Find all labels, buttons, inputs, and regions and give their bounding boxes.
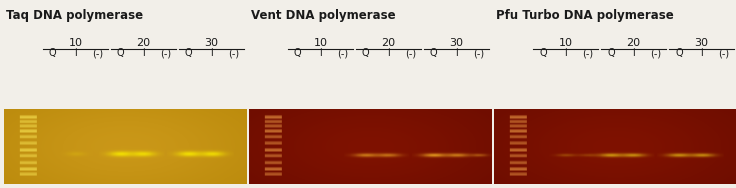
Text: (-): (-) — [160, 48, 171, 58]
Text: Q: Q — [294, 48, 302, 58]
Text: 20: 20 — [381, 38, 395, 48]
Text: Q: Q — [539, 48, 547, 58]
Text: (-): (-) — [651, 48, 662, 58]
Text: (-): (-) — [718, 48, 730, 58]
Text: i: i — [455, 48, 458, 58]
Text: (-): (-) — [473, 48, 485, 58]
Text: i: i — [142, 48, 145, 58]
Text: 20: 20 — [136, 38, 150, 48]
Text: Q: Q — [49, 48, 57, 58]
Text: 30: 30 — [450, 38, 464, 48]
Text: 10: 10 — [314, 38, 328, 48]
Text: Q: Q — [675, 48, 683, 58]
Text: Q: Q — [430, 48, 438, 58]
Text: Taq DNA polymerase: Taq DNA polymerase — [6, 9, 144, 22]
Text: 30: 30 — [205, 38, 219, 48]
Text: Vent DNA polymerase: Vent DNA polymerase — [251, 9, 396, 22]
Text: (-): (-) — [93, 48, 104, 58]
Text: i: i — [210, 48, 213, 58]
Text: i: i — [564, 48, 567, 58]
Text: (-): (-) — [583, 48, 594, 58]
Text: (-): (-) — [228, 48, 240, 58]
Text: (-): (-) — [406, 48, 417, 58]
Text: Q: Q — [117, 48, 124, 58]
Text: Pfu Turbo DNA polymerase: Pfu Turbo DNA polymerase — [496, 9, 674, 22]
Text: i: i — [632, 48, 635, 58]
Text: Q: Q — [607, 48, 615, 58]
Text: Q: Q — [185, 48, 193, 58]
Text: Q: Q — [362, 48, 369, 58]
Text: 10: 10 — [559, 38, 573, 48]
Text: i: i — [74, 48, 77, 58]
Text: (-): (-) — [338, 48, 349, 58]
Text: 20: 20 — [626, 38, 640, 48]
Text: 10: 10 — [68, 38, 82, 48]
Text: i: i — [319, 48, 322, 58]
Text: 30: 30 — [695, 38, 709, 48]
Text: i: i — [387, 48, 390, 58]
Text: i: i — [700, 48, 703, 58]
